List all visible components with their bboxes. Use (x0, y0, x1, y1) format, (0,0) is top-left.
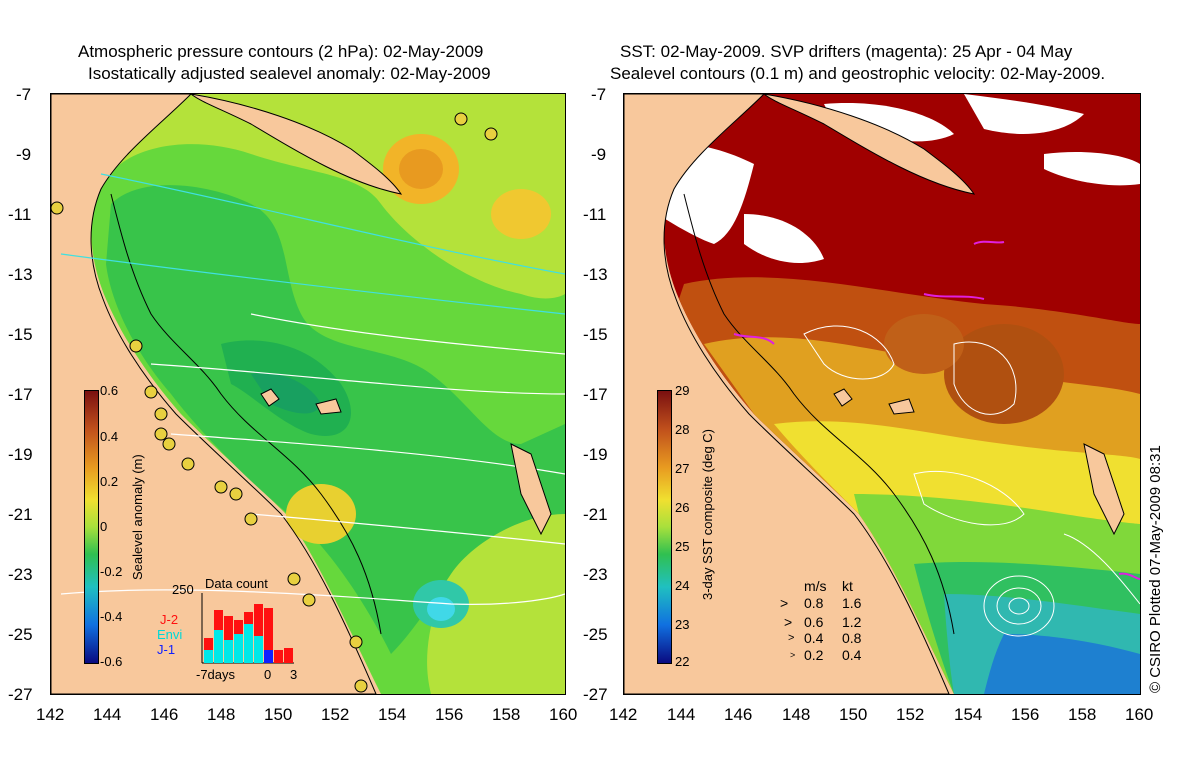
lon-tick: 152 (321, 705, 350, 724)
cb-left-tick: 0.6 (100, 383, 119, 398)
sst-map[interactable] (623, 93, 1141, 695)
lon-tick: 144 (667, 705, 696, 724)
sst-colorbar (657, 390, 672, 664)
cb-right-tick: 27 (675, 461, 690, 476)
sealevel-anomaly-map[interactable] (50, 93, 566, 695)
velocity-legend-kt: 0.8 (842, 630, 862, 646)
cb-left-tick: 0.4 (100, 429, 119, 444)
lon-tick: 154 (954, 705, 983, 724)
cb-left-tick: 0 (100, 519, 108, 534)
cb-right-tick: 24 (675, 578, 690, 593)
data-count-xlabel-start: -7days (196, 667, 236, 682)
lat-tick: -7 (16, 85, 32, 104)
lon-tick: 158 (1068, 705, 1097, 724)
legend-envi: Envi (157, 627, 183, 642)
lat-tick: -27 (8, 685, 33, 704)
lat-tick: -9 (591, 145, 607, 164)
left-title-line-2: Isostatically adjusted sealevel anomaly:… (88, 64, 491, 83)
lat-tick: -25 (583, 625, 608, 644)
cb-right-tick: 23 (675, 617, 690, 632)
lat-tick: -15 (8, 325, 33, 344)
data-count-title: Data count (205, 576, 268, 591)
lon-tick: 160 (1125, 705, 1154, 724)
cb-right-tick: 26 (675, 500, 690, 515)
cb-right-tick: 29 (675, 383, 690, 398)
velocity-legend-ms: 0.4 (804, 630, 824, 646)
lon-tick: 160 (549, 705, 578, 724)
velocity-legend-kt: 1.2 (842, 614, 862, 630)
lat-tick: -13 (583, 265, 608, 284)
legend-j2: J-2 (160, 612, 179, 627)
lon-tick: 142 (609, 705, 638, 724)
lon-tick: 154 (378, 705, 407, 724)
velocity-legend-header-kt: kt (842, 578, 853, 594)
lon-tick: 148 (782, 705, 811, 724)
velocity-legend-header-ms: m/s (804, 578, 827, 594)
lon-tick: 156 (1011, 705, 1040, 724)
legend-j1: J-1 (157, 642, 176, 657)
velocity-arrow-icon: > (784, 614, 793, 630)
sealevel-colorbar (84, 390, 99, 664)
velocity-legend-ms: 0.2 (804, 647, 824, 663)
lat-tick: -19 (8, 445, 33, 464)
velocity-legend-ms: 0.6 (804, 614, 824, 630)
sst-colorbar-title: 3-day SST composite (deg C) (700, 429, 715, 600)
lat-tick: -11 (8, 205, 32, 224)
cb-left-tick: 0.2 (100, 474, 119, 489)
right-title-line-1: SST: 02-May-2009. SVP drifters (magenta)… (620, 42, 1073, 61)
cb-left-tick: -0.4 (100, 609, 123, 624)
lat-tick: -23 (583, 565, 608, 584)
lat-tick: -25 (8, 625, 33, 644)
lon-tick: 146 (150, 705, 179, 724)
csiro-credit: © CSIRO Plotted 07-May-2009 08:31 (1147, 445, 1164, 693)
velocity-arrow-icon: > (788, 632, 795, 644)
lat-tick: -27 (583, 685, 608, 704)
velocity-legend-kt: 1.6 (842, 595, 862, 611)
sealevel-colorbar-title: Sealevel anomaly (m) (130, 454, 145, 580)
lat-tick: -19 (583, 445, 608, 464)
lat-tick: -13 (8, 265, 33, 284)
cb-right-tick: 22 (675, 654, 690, 669)
lat-tick: -17 (583, 385, 608, 404)
velocity-legend-kt: 0.4 (842, 647, 862, 663)
right-title-line-2: Sealevel contours (0.1 m) and geostrophi… (610, 64, 1106, 83)
lat-tick: -11 (583, 205, 607, 224)
data-count-max: 250 (172, 582, 194, 597)
lat-tick: -7 (591, 85, 607, 104)
cb-left-tick: -0.6 (100, 654, 123, 669)
lon-tick: 150 (839, 705, 868, 724)
lon-tick: 150 (264, 705, 293, 724)
cb-right-tick: 28 (675, 422, 690, 437)
data-count-xlabel-zero: 0 (264, 667, 272, 682)
lon-tick: 142 (36, 705, 65, 724)
lat-tick: -9 (16, 145, 32, 164)
left-title-line-1: Atmospheric pressure contours (2 hPa): 0… (78, 42, 484, 61)
lon-tick: 144 (93, 705, 122, 724)
lat-tick: -15 (583, 325, 608, 344)
cb-right-tick: 25 (675, 539, 690, 554)
lon-tick: 146 (724, 705, 753, 724)
velocity-arrow-icon: > (780, 595, 789, 611)
velocity-arrow-icon: > (790, 650, 796, 660)
data-count-xlabel-end: 3 (290, 667, 298, 682)
velocity-legend-ms: 0.8 (804, 595, 824, 611)
lat-tick: -23 (8, 565, 33, 584)
cb-left-tick: -0.2 (100, 564, 123, 579)
lat-tick: -21 (583, 505, 608, 524)
lon-tick: 156 (435, 705, 464, 724)
lon-tick: 158 (492, 705, 521, 724)
lon-tick: 152 (896, 705, 925, 724)
data-count-chart (201, 593, 294, 664)
lon-tick: 148 (207, 705, 236, 724)
lat-tick: -17 (8, 385, 33, 404)
lat-tick: -21 (8, 505, 33, 524)
data-count-bars (204, 604, 293, 663)
